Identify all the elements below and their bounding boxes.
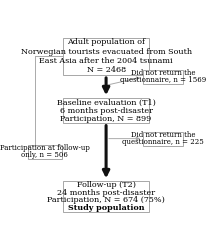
Text: 24 months post-disaster: 24 months post-disaster: [57, 189, 154, 197]
FancyBboxPatch shape: [62, 98, 149, 123]
Text: N = 2468: N = 2468: [86, 66, 125, 74]
Text: questionnaire, n = 1569: questionnaire, n = 1569: [119, 76, 205, 84]
Text: Follow-up (T2): Follow-up (T2): [76, 181, 135, 189]
Text: Did not return the: Did not return the: [130, 69, 194, 77]
Text: Study population: Study population: [68, 204, 144, 212]
Text: questionnaire, n = 225: questionnaire, n = 225: [122, 138, 203, 146]
Text: Did not return the: Did not return the: [130, 131, 194, 139]
Text: East Asia after the 2004 tsunami: East Asia after the 2004 tsunami: [39, 57, 172, 65]
Text: Adult population of: Adult population of: [67, 38, 144, 46]
FancyBboxPatch shape: [62, 38, 149, 75]
FancyBboxPatch shape: [27, 145, 62, 159]
Text: Baseline evaluation (T1): Baseline evaluation (T1): [56, 98, 155, 106]
FancyBboxPatch shape: [62, 181, 149, 212]
FancyBboxPatch shape: [142, 70, 182, 84]
Text: Norwegian tourists evacuated from South: Norwegian tourists evacuated from South: [20, 48, 191, 56]
Text: Participation, N = 899: Participation, N = 899: [60, 115, 151, 123]
Text: Participation at follow-up: Participation at follow-up: [0, 144, 89, 152]
Text: Participation, N = 674 (75%): Participation, N = 674 (75%): [47, 197, 164, 204]
FancyBboxPatch shape: [142, 132, 182, 146]
Text: only, n = 506: only, n = 506: [21, 151, 68, 159]
Text: 6 months post-disaster: 6 months post-disaster: [59, 106, 152, 114]
